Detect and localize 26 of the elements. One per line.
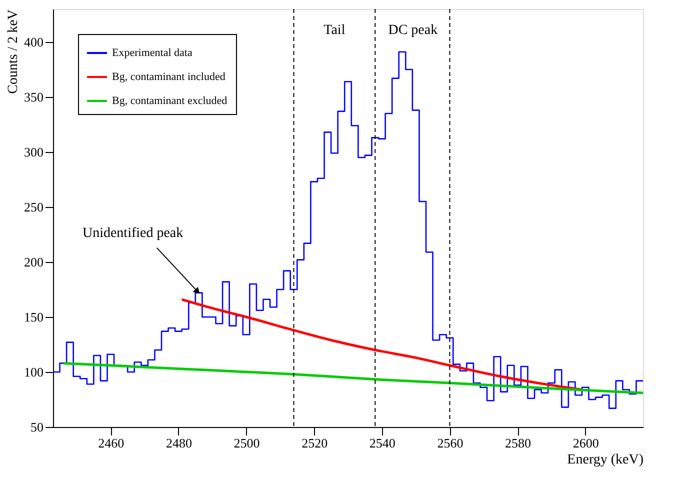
x-tick-label: 2480	[166, 436, 192, 450]
legend-label: Bg, contaminant excluded	[112, 95, 228, 107]
y-tick-label: 100	[24, 364, 44, 380]
x-tick-label: 2580	[505, 436, 532, 450]
y-tick-label: 400	[24, 34, 44, 50]
y-tick-label: 150	[24, 310, 44, 324]
y-tick-label: 350	[24, 90, 44, 104]
annotation: Unidentified peak	[82, 226, 184, 241]
line-series	[62, 362, 644, 394]
y-tick-label: 250	[24, 200, 44, 214]
y-tick-label: 50	[30, 420, 44, 434]
x-tick-label: 2540	[369, 436, 396, 450]
annotation: Tail	[324, 22, 346, 38]
line-series	[180, 298, 584, 391]
annotation: DC peak	[388, 22, 438, 38]
legend-label: Experimental data	[112, 47, 192, 59]
x-tick-label: 2520	[302, 436, 328, 450]
x-tick-label: 2460	[98, 436, 124, 450]
y-tick-label: 200	[24, 254, 44, 270]
legend-label: Bg, contaminant included	[112, 71, 226, 83]
y-tick-label: 300	[24, 144, 44, 160]
x-axis-title: Energy (keV)	[567, 452, 644, 468]
x-tick-label: 2500	[234, 436, 260, 450]
y-axis-title: Counts / 2 keV	[6, 10, 21, 94]
x-tick-label: 2600	[572, 436, 599, 450]
x-tick-label: 2560	[437, 436, 464, 450]
